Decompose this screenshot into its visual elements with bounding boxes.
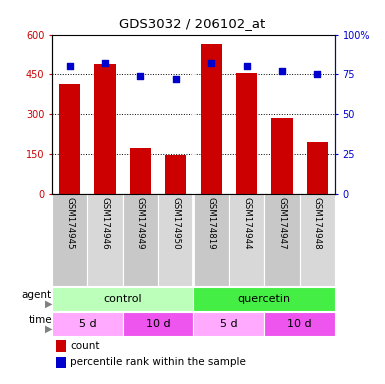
Text: GSM174945: GSM174945	[65, 197, 74, 250]
Bar	[193, 287, 335, 311]
Text: 5 d: 5 d	[220, 319, 238, 329]
Text: GSM174947: GSM174947	[277, 197, 286, 250]
Text: 10 d: 10 d	[146, 319, 171, 329]
Text: GSM174950: GSM174950	[171, 197, 180, 250]
Bar	[300, 194, 335, 286]
Bar	[229, 194, 264, 286]
Text: 10 d: 10 d	[287, 319, 312, 329]
Bar	[236, 73, 257, 194]
Point	[279, 68, 285, 74]
Text: control: control	[104, 294, 142, 304]
Point	[137, 73, 144, 79]
Bar	[165, 155, 186, 194]
Text: time: time	[28, 315, 52, 325]
Text: ▶: ▶	[45, 324, 52, 334]
Bar	[123, 194, 158, 286]
Bar	[264, 194, 300, 286]
Text: GDS3032 / 206102_at: GDS3032 / 206102_at	[119, 17, 266, 30]
Bar	[59, 84, 80, 194]
Bar	[201, 44, 222, 194]
Bar	[130, 147, 151, 194]
Bar	[87, 194, 123, 286]
Text: GSM174948: GSM174948	[313, 197, 322, 250]
Text: GSM174819: GSM174819	[207, 197, 216, 250]
Bar	[193, 312, 264, 336]
Text: percentile rank within the sample: percentile rank within the sample	[70, 358, 246, 367]
Bar	[52, 194, 87, 286]
Text: 5 d: 5 d	[79, 319, 96, 329]
Point	[102, 60, 108, 66]
Text: GSM174949: GSM174949	[136, 197, 145, 249]
Point	[314, 71, 320, 78]
Bar	[264, 312, 335, 336]
Point	[173, 76, 179, 82]
Text: ▶: ▶	[45, 299, 52, 309]
Bar	[52, 312, 123, 336]
Text: count: count	[70, 341, 100, 351]
Bar	[56, 357, 66, 368]
Text: GSM174944: GSM174944	[242, 197, 251, 250]
Bar	[271, 118, 293, 194]
Bar	[158, 194, 193, 286]
Bar	[56, 340, 66, 352]
Text: quercetin: quercetin	[238, 294, 291, 304]
Text: GSM174946: GSM174946	[100, 197, 110, 250]
Bar	[193, 194, 229, 286]
Text: agent: agent	[22, 290, 52, 300]
Point	[67, 63, 73, 70]
Bar	[306, 142, 328, 194]
Bar	[52, 287, 193, 311]
Point	[208, 60, 214, 66]
Bar	[123, 312, 193, 336]
Bar	[94, 64, 116, 194]
Point	[243, 63, 249, 70]
